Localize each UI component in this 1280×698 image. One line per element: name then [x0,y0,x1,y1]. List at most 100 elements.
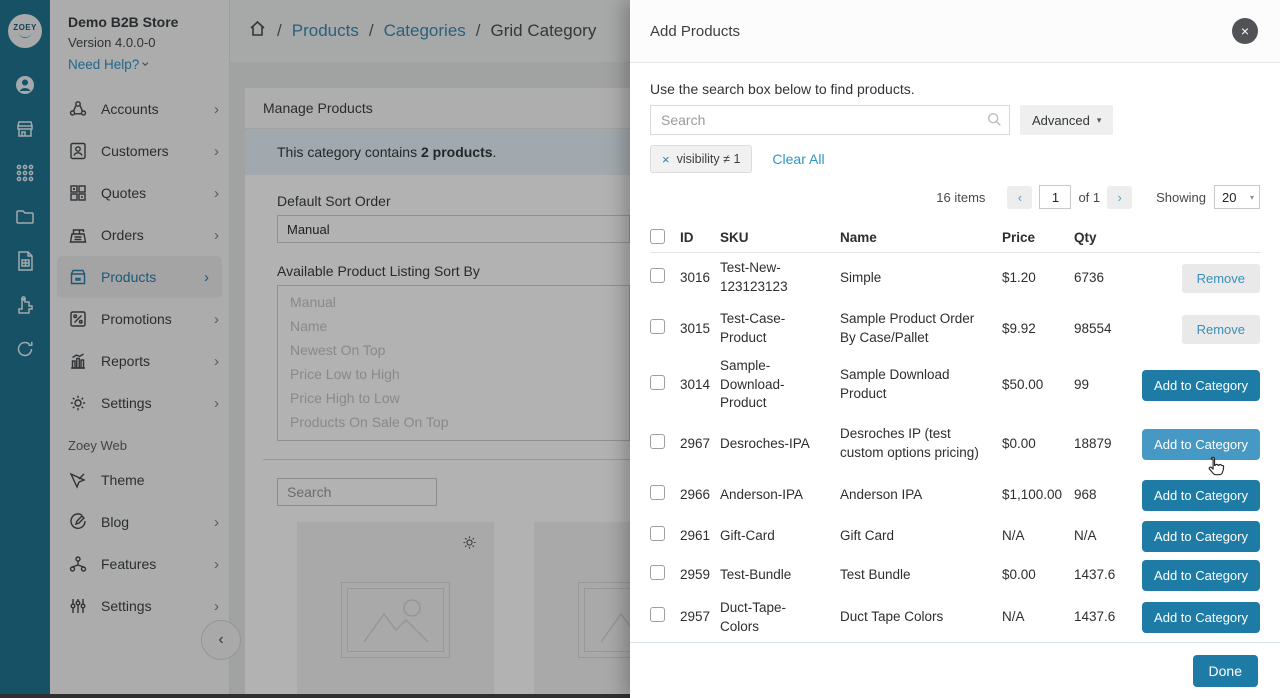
listbox-option[interactable]: Newest On Top [290,342,386,358]
listing-sort-listbox[interactable]: Manual Name Newest On Top Price Low to H… [277,285,630,441]
next-page-button[interactable]: › [1107,185,1133,209]
cell-name: Gift Card [840,528,895,544]
breadcrumb-link-products[interactable]: Products [291,21,359,40]
sidebar-item-quotes[interactable]: Quotes › [50,172,229,214]
products-table: ID SKU Name Price Qty 3016 Test-New-1231… [650,223,1260,640]
page-number-input[interactable] [1039,185,1072,209]
product-search-input[interactable] [650,105,1010,135]
icon-rail: ZOEY [0,0,50,698]
breadcrumb: / Products / Categories / Grid Category [230,0,630,62]
category-products-search-input[interactable]: Search [277,478,437,506]
modal-backdrop[interactable] [0,0,630,698]
row-checkbox[interactable] [650,374,665,390]
listbox-option[interactable]: Price High to Low [290,390,400,406]
apps-grid-icon[interactable] [14,162,36,184]
items-count: 16 items [936,189,986,205]
folder-icon[interactable] [14,206,36,228]
sidebar-item-reports[interactable]: Reports › [50,340,229,382]
storefront-icon[interactable] [14,118,36,140]
cell-name: Duct Tape Colors [840,609,944,625]
sidebar-item-features[interactable]: Features › [50,543,229,585]
listbox-option[interactable]: Products On Sale On Top [290,414,449,430]
invoice-icon[interactable] [14,250,36,272]
reports-icon [68,351,88,371]
row-checkbox[interactable] [650,484,665,500]
row-checkbox[interactable] [650,607,665,623]
chevron-right-icon: › [214,513,219,531]
sidebar-item-customers[interactable]: Customers › [50,130,229,172]
sidebar-item-web-settings[interactable]: Settings › [50,585,229,627]
add-to-category-button-hovered[interactable]: Add to Category [1142,428,1260,460]
cell-price: $0.00 [1002,567,1036,583]
table-header-row: ID SKU Name Price Qty [650,223,1260,253]
select-all-checkbox[interactable] [650,228,665,244]
product-card[interactable] [297,522,494,698]
showing-label: Showing [1156,189,1206,205]
sidebar-item-theme[interactable]: Theme [50,459,229,501]
breadcrumb-link-categories[interactable]: Categories [383,21,466,40]
cell-id: 3014 [680,376,711,392]
previous-page-button[interactable]: ‹ [1007,185,1033,209]
sidebar-item-products[interactable]: Products › [57,256,222,298]
cell-price: $0.00 [1002,435,1036,451]
sidebar-item-accounts[interactable]: Accounts › [50,88,229,130]
row-checkbox[interactable] [650,318,665,334]
cell-id: 2966 [680,486,711,502]
default-sort-select[interactable]: Manual [277,215,630,243]
cell-name: Sample Product Order By Case/Pallet [840,311,975,345]
listbox-option[interactable]: Manual [290,294,336,310]
add-to-category-button[interactable]: Add to Category [1142,369,1260,401]
zoey-web-section-label: Zoey Web [68,438,128,453]
need-help-link[interactable]: Need Help? › [68,56,155,72]
sidebar-item-settings[interactable]: Settings › [50,382,229,424]
add-to-category-button[interactable]: Add to Category [1142,521,1260,552]
table-row: 3016 Test-New-123123123 Simple $1.20 673… [650,253,1260,303]
page-size-select[interactable]: 20 ▾ [1214,185,1260,209]
clear-all-link[interactable]: Clear All [772,151,825,167]
sidebar-item-orders[interactable]: Orders › [50,214,229,256]
sidebar-collapse-button[interactable]: ‹ [201,620,241,660]
listbox-option[interactable]: Name [290,318,328,334]
cell-qty: 6736 [1074,269,1105,285]
remove-button[interactable]: Remove [1181,263,1260,293]
accounts-icon [68,99,88,119]
cell-name: Desroches IP (test custom options pricin… [840,426,979,460]
cell-name: Simple [840,269,882,285]
filter-chip-visibility[interactable]: × visibility ≠ 1 [650,145,753,173]
plugin-icon[interactable] [14,294,36,316]
advanced-search-button[interactable]: Advanced ▾ [1020,105,1114,135]
add-to-category-button[interactable]: Add to Category [1142,602,1260,633]
product-card[interactable] [534,522,630,698]
done-button[interactable]: Done [1192,654,1258,687]
search-icon [987,112,1002,132]
cell-price: $1.20 [1002,269,1036,285]
sidebar-item-blog[interactable]: Blog › [50,501,229,543]
cell-price: N/A [1002,528,1025,544]
gear-icon[interactable] [461,534,478,556]
row-checkbox[interactable] [650,526,665,542]
row-checkbox[interactable] [650,433,665,449]
account-icon[interactable] [14,74,36,96]
sync-icon[interactable] [14,338,36,360]
cell-name: Sample Download Product [840,367,950,401]
home-icon[interactable] [248,19,267,43]
cell-qty: 18879 [1074,435,1112,451]
cell-name: Test Bundle [840,567,911,583]
manage-products-panel: Manage Products This category contains 2… [245,88,630,698]
listbox-option[interactable]: Price Low to High [290,366,400,382]
customers-icon [68,141,88,161]
remove-button[interactable]: Remove [1181,314,1260,344]
add-to-category-button[interactable]: Add to Category [1142,479,1260,511]
pagination: 16 items ‹ of 1 › Showing 20 ▾ [650,185,1260,209]
table-row: 3015 Test-Case-Product Sample Product Or… [650,303,1260,355]
close-icon[interactable]: × [1232,18,1258,44]
chevron-right-icon: › [214,555,219,573]
table-row: 2957 Duct-Tape-Colors Duct Tape Colors N… [650,595,1260,640]
zoey-logo[interactable]: ZOEY [8,14,42,48]
add-to-category-button[interactable]: Add to Category [1142,560,1260,591]
row-checkbox[interactable] [650,565,665,581]
row-checkbox[interactable] [650,267,665,283]
sidebar-item-promotions[interactable]: Promotions › [50,298,229,340]
divider [263,459,630,460]
remove-filter-icon[interactable]: × [662,151,670,167]
